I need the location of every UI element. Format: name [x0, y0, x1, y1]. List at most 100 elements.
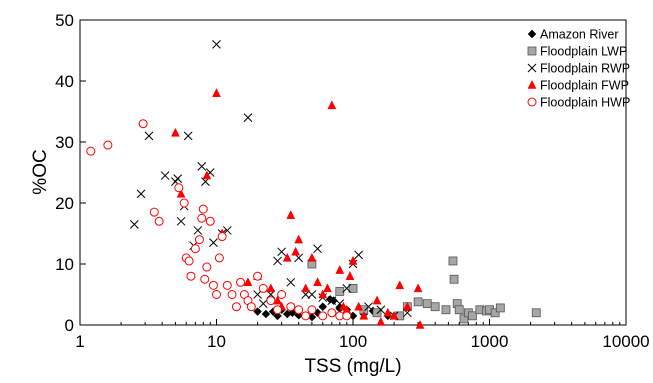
legend-label: Floodplain RWP	[540, 62, 630, 76]
data-point	[197, 162, 207, 171]
x-tick-label: 1000	[471, 332, 509, 351]
x-stroke	[129, 219, 139, 229]
series-floodplain-lwp	[307, 256, 541, 324]
legend-label: Amazon River	[540, 28, 619, 42]
data-point	[402, 301, 412, 311]
x-stroke	[327, 296, 337, 305]
data-point	[212, 88, 221, 97]
data-point	[209, 238, 218, 248]
x-stroke	[376, 305, 386, 315]
x-stroke	[258, 299, 268, 309]
data-point	[273, 311, 282, 321]
legend-label: Floodplain FWP	[540, 79, 629, 93]
data-point	[184, 256, 194, 266]
data-point	[205, 216, 215, 226]
data-point	[448, 256, 458, 266]
legend-marker	[527, 97, 537, 107]
x-tick-label: 10000	[602, 332, 649, 351]
legend-marker	[527, 63, 537, 73]
x-stroke	[173, 174, 183, 183]
data-point	[154, 216, 164, 226]
data-point	[217, 232, 227, 242]
x-stroke	[144, 131, 154, 141]
data-point	[313, 244, 322, 254]
data-point	[173, 174, 183, 183]
data-point	[129, 219, 139, 229]
data-point	[372, 308, 382, 318]
data-point	[277, 290, 287, 299]
x-stroke	[307, 290, 317, 299]
data-point	[342, 311, 352, 321]
data-point	[323, 283, 332, 293]
data-point	[266, 296, 276, 306]
data-point	[174, 183, 184, 193]
data-point	[193, 226, 203, 235]
y-tick-label: 50	[55, 11, 74, 30]
x-axis: 1 10 100 1000 10000	[75, 319, 650, 351]
data-point	[186, 271, 196, 281]
data-point	[227, 290, 237, 299]
x-stroke	[136, 189, 146, 199]
y-tick-label: 10	[55, 255, 74, 274]
data-point	[208, 280, 218, 290]
data-point	[354, 301, 364, 311]
y-tick-label: 40	[55, 72, 74, 91]
data-point	[327, 308, 337, 318]
data-point	[359, 310, 369, 320]
data-point	[364, 302, 373, 312]
data-point	[376, 305, 386, 315]
data-point	[318, 311, 328, 321]
legend-marker	[527, 79, 537, 89]
data-point	[307, 305, 317, 315]
data-point	[212, 40, 221, 49]
data-point	[246, 302, 256, 312]
data-point	[243, 113, 253, 122]
y-tick-label: 20	[55, 194, 74, 213]
x-stroke	[364, 302, 373, 312]
data-point	[286, 277, 296, 287]
x-stroke	[294, 253, 304, 263]
data-point	[171, 127, 180, 137]
data-point	[415, 319, 425, 329]
data-point	[179, 198, 189, 208]
data-point	[441, 305, 451, 315]
data-point	[212, 290, 221, 299]
x-stroke	[209, 238, 218, 248]
data-point	[348, 255, 358, 265]
x-stroke	[253, 290, 262, 299]
data-point	[327, 100, 337, 110]
x-tick-label: 100	[339, 332, 367, 351]
y-tick-label: 0	[65, 316, 74, 335]
data-point	[301, 311, 311, 321]
data-point	[194, 235, 204, 245]
data-point	[231, 302, 241, 312]
x-stroke	[212, 40, 221, 49]
data-point	[413, 297, 423, 307]
data-point	[202, 170, 212, 180]
data-point	[103, 140, 113, 150]
data-point	[286, 302, 296, 312]
legend: Amazon River Floodplain LWP Floodplain RWP…	[527, 28, 630, 110]
data-point	[253, 290, 262, 299]
data-point	[389, 310, 399, 320]
x-stroke	[160, 171, 170, 180]
x-stroke	[286, 277, 296, 287]
data-point	[313, 277, 322, 287]
series-floodplain-rwp	[129, 40, 412, 321]
data-point	[258, 283, 268, 293]
series-floodplain-hwp	[86, 119, 352, 321]
data-points	[86, 40, 541, 329]
x-stroke	[273, 256, 282, 266]
data-point	[282, 252, 292, 262]
data-point	[200, 274, 210, 284]
data-point	[531, 308, 541, 318]
data-point	[190, 244, 200, 254]
x-stroke	[197, 162, 207, 171]
x-axis-title: TSS (mg/L)	[304, 356, 401, 377]
data-point	[136, 189, 146, 199]
data-point	[348, 283, 358, 293]
x-stroke	[527, 63, 537, 73]
data-point	[413, 283, 423, 293]
data-point	[214, 253, 224, 263]
x-tick-label: 1	[75, 332, 84, 351]
